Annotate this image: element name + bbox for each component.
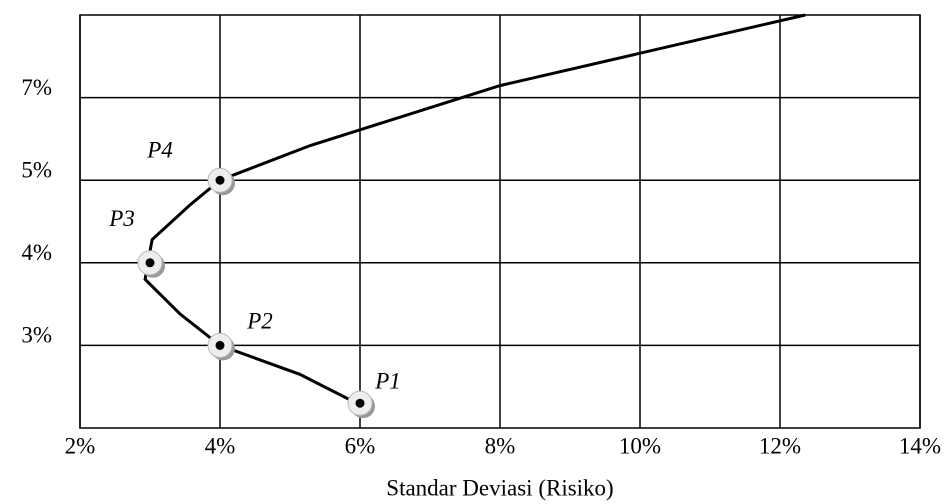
x-tick-label: 2% <box>65 433 96 458</box>
x-tick-label: 4% <box>205 433 236 458</box>
x-tick-label: 6% <box>345 433 376 458</box>
y-tick-label: 7% <box>21 75 52 100</box>
portfolio-dot <box>216 176 225 185</box>
portfolio-dot <box>356 399 365 408</box>
portfolio-label: P2 <box>246 309 273 334</box>
x-tick-label: 8% <box>485 433 516 458</box>
x-tick-label: 14% <box>899 433 941 458</box>
portfolio-label: P4 <box>146 137 173 162</box>
x-tick-label: 12% <box>759 433 801 458</box>
y-tick-label: 5% <box>21 157 52 182</box>
x-axis-title: Standar Deviasi (Risiko) <box>386 475 613 500</box>
x-tick-label: 10% <box>619 433 661 458</box>
portfolio-dot <box>216 341 225 350</box>
portfolio-dot <box>146 258 155 267</box>
chart: Standar Deviasi (Risiko) 2% 4% 6% 8% 10% 12% 1… <box>0 0 946 504</box>
portfolio-label: P1 <box>374 369 401 394</box>
portfolio-label: P3 <box>108 206 135 231</box>
y-tick-label: 3% <box>21 323 52 348</box>
y-tick-label: 4% <box>21 240 52 265</box>
